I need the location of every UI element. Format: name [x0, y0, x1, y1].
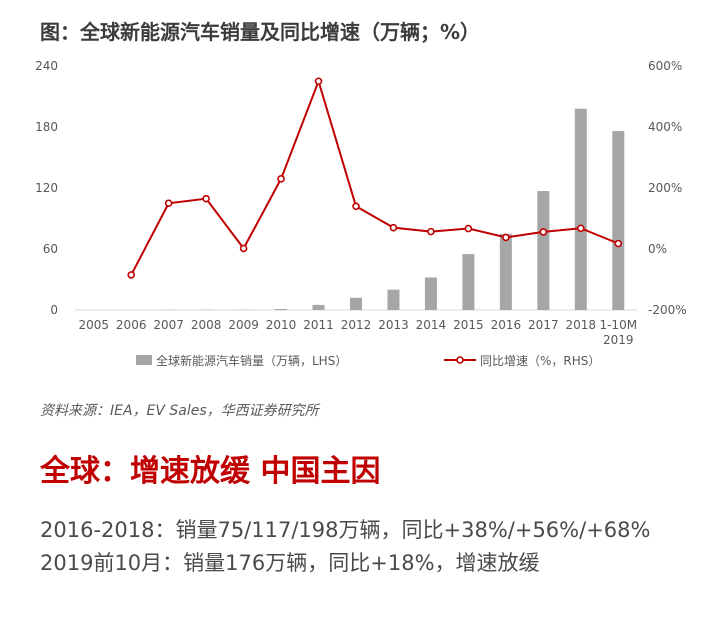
x-tick-label: 2006: [116, 318, 147, 332]
growth-point: [164, 199, 173, 208]
legend-line-marker: [456, 356, 464, 364]
legend-bar-label: 全球新能源汽车销量（万辆，LHS）: [156, 353, 347, 368]
growth-point: [614, 239, 623, 248]
growth-point: [539, 228, 548, 236]
growth-point: [314, 77, 323, 86]
growth-point: [502, 233, 510, 242]
legend-line-label: 同比增速（%，RHS）: [480, 354, 600, 368]
sales-bar: [387, 289, 400, 310]
x-tick-label: 2009: [228, 318, 259, 332]
summary-line-1: 2016-2018：销量75/117/198万辆，同比+38%/+56%/+68…: [40, 518, 651, 542]
source-note: 资料来源：IEA，EV Sales，华西证券研究所: [40, 403, 319, 419]
x-tick-label: 2014: [416, 318, 447, 332]
growth-point: [576, 224, 585, 233]
x-tick-label: 2011: [303, 318, 334, 332]
sales-bar: [424, 277, 437, 310]
line-layer: [127, 77, 623, 279]
sales-bar: [499, 233, 512, 310]
right-tick-label: -200%: [648, 303, 687, 317]
sales-bar: [574, 108, 587, 310]
sales-growth-chart: 0 60 120 180 240 -200% 0% 200% 400% 600% 2005 2006 2…: [35, 59, 687, 368]
left-tick-label: 180: [35, 120, 58, 134]
growth-point: [389, 223, 398, 232]
x-tick-label: 2010: [266, 318, 297, 332]
legend-bar-swatch: [136, 355, 152, 365]
left-tick-label: 240: [35, 59, 58, 73]
x-tick-label: 2017: [528, 318, 559, 332]
bar-layer: [162, 108, 625, 310]
x-tick-label: 2016: [491, 318, 522, 332]
growth-point: [352, 202, 360, 211]
growth-point: [127, 271, 135, 279]
x-tick-label: 2018: [566, 318, 597, 332]
summary-line-2: 2019前10月：销量176万辆，同比+18%，增速放缓: [40, 551, 540, 575]
left-tick-label: 120: [35, 181, 58, 195]
x-tick-label: 2019: [603, 333, 634, 347]
legend-layer: 全球新能源汽车销量（万辆，LHS） 同比增速（%，RHS）: [136, 353, 600, 368]
x-tick-label: 2005: [78, 318, 109, 332]
right-tick-label: 400%: [648, 120, 682, 134]
sales-bar: [275, 308, 288, 310]
growth-point: [427, 227, 435, 236]
x-tick-label: 2008: [191, 318, 222, 332]
headline: 全球：增速放缓 中国主因: [40, 454, 381, 489]
right-tick-label: 200%: [648, 181, 682, 195]
sales-bar: [312, 304, 325, 310]
label-layer: 0 60 120 180 240 -200% 0% 200% 400% 600% 2005 2006 2…: [35, 59, 687, 347]
figure-title: 图：全球新能源汽车销量及同比增速（万辆；%）: [40, 20, 481, 44]
x-tick-label: 2015: [453, 318, 484, 332]
sales-bar: [350, 297, 362, 310]
growth-point: [202, 194, 210, 203]
x-tick-label: 2013: [378, 318, 409, 332]
x-tick-label: 2012: [341, 318, 372, 332]
growth-point: [277, 175, 285, 183]
sales-bar: [612, 131, 625, 310]
sales-bar: [462, 254, 475, 310]
growth-line: [130, 78, 619, 276]
x-tick-label: 2007: [153, 318, 184, 332]
sales-bar: [537, 191, 550, 310]
growth-point: [239, 244, 248, 253]
x-tick-label: 1-10M: [599, 318, 637, 332]
right-tick-label: 600%: [648, 59, 682, 73]
left-tick-label: 0: [50, 303, 58, 317]
growth-point: [464, 224, 473, 233]
right-tick-label: 0%: [648, 242, 667, 256]
left-tick-label: 60: [43, 242, 58, 256]
